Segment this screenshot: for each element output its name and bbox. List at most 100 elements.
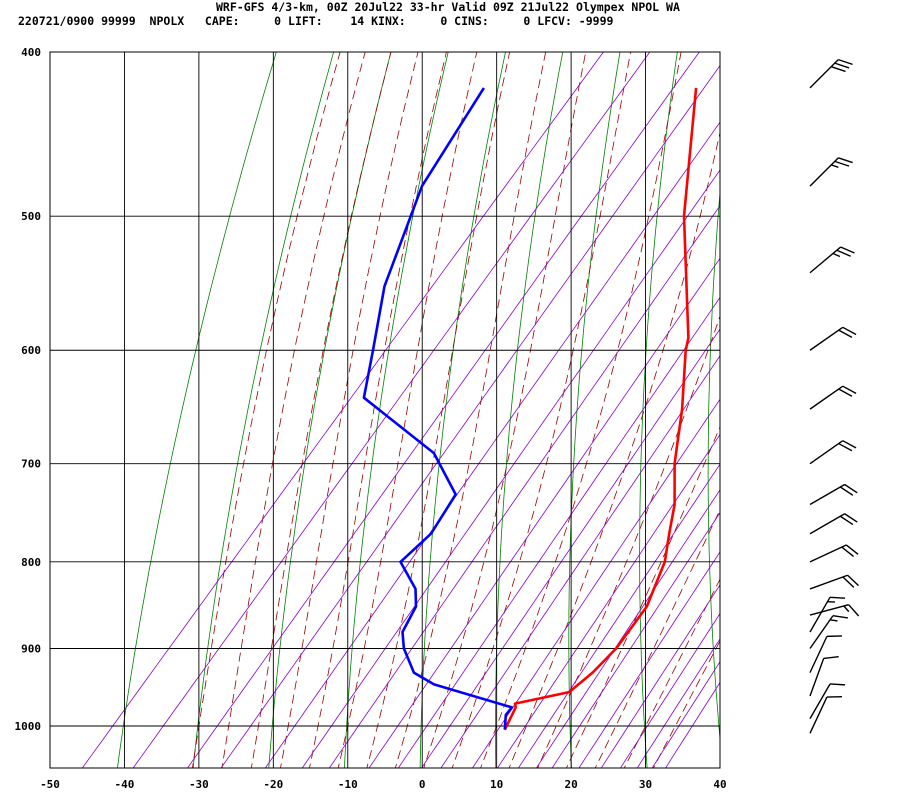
wind-barb-shaft: [809, 574, 848, 590]
chart-subtitle: 220721/0900 99999 NPOLX CAPE: 0 LIFT: 14…: [18, 14, 614, 28]
wind-barb-feather: [838, 157, 853, 164]
isobar-lines: [50, 51, 720, 727]
background-lines: [81, 0, 877, 783]
sounding-series-line: [362, 87, 514, 730]
wind-barb-shaft: [809, 636, 828, 673]
mixing-ratio-line: [600, 584, 720, 768]
wind-barb-shaft: [809, 246, 842, 274]
mixing-ratio-line: [535, 489, 720, 768]
wind-barb-feather: [847, 574, 860, 587]
wind-barb: [809, 440, 857, 465]
wind-barb-shaft: [809, 385, 844, 410]
moist-adiabat: [221, 52, 366, 768]
wind-barb-feather: [838, 442, 853, 452]
wind-barb: [809, 596, 846, 633]
wind-barb-feather: [829, 619, 838, 622]
plot-frame: [49, 51, 721, 769]
mixing-ratio-line: [301, 169, 720, 768]
wind-barb-shaft: [809, 604, 849, 616]
moist-adiabat: [451, 52, 632, 768]
x-tick-label: -20: [263, 778, 283, 791]
moist-adiabat: [423, 52, 587, 768]
wind-barb: [809, 615, 848, 649]
wind-barb: [809, 635, 843, 673]
y-tick-label: 800: [21, 556, 41, 569]
wind-barb-feather: [843, 605, 850, 613]
wind-barb-feather: [840, 246, 855, 254]
mixing-ratio-line: [220, 64, 720, 768]
mixing-ratio-line: [665, 681, 720, 768]
wind-barb-feather: [838, 388, 853, 397]
dry-adiabat: [344, 52, 449, 768]
sounding-series-line: [503, 87, 698, 731]
wind-barb-shaft: [809, 326, 844, 351]
moist-adiabat: [250, 52, 392, 768]
wind-barb-feather: [834, 160, 850, 167]
wind-barb-feather: [845, 544, 859, 555]
mixing-ratio-line: [132, 52, 651, 768]
wind-barb-feather: [842, 440, 857, 449]
wind-barb: [809, 326, 857, 351]
wind-barb: [809, 246, 855, 274]
mixing-ratio-line: [440, 355, 720, 768]
wind-barb-shaft: [809, 596, 831, 633]
x-tick-label: -10: [338, 778, 358, 791]
wind-barb-feather: [830, 164, 839, 168]
mixing-ratio-line: [397, 296, 720, 768]
moist-adiabat: [280, 52, 419, 768]
mixing-ratio-line: [517, 463, 720, 768]
wind-barb-shaft: [809, 513, 845, 535]
chart-title: WRF-GFS 4/3-km, 00Z 20Jul22 33-hr Valid …: [216, 0, 680, 14]
mixing-ratio-line: [187, 52, 700, 768]
wind-barb-feather: [844, 513, 858, 523]
wind-barb-shaft: [809, 683, 831, 719]
wind-barb: [809, 513, 858, 535]
mixing-ratio-line: [619, 612, 720, 768]
wind-barb: [809, 604, 860, 617]
dry-adiabat: [495, 52, 564, 768]
wind-barb-feather: [848, 604, 860, 617]
wind-barb: [809, 483, 858, 506]
mixing-ratio-line: [497, 433, 720, 768]
x-tick-labels: -50 -40 -30 -20 -10 0 10 20 30 40: [40, 778, 727, 791]
wind-barb-shaft: [809, 544, 847, 563]
wind-barb-shaft: [809, 59, 839, 89]
wind-barb-feather: [834, 62, 850, 69]
dry-adiabat: [839, 0, 877, 783]
wind-barb-feather: [838, 58, 853, 66]
wind-barb-feather: [832, 252, 841, 258]
wind-barb: [809, 655, 839, 697]
mixing-ratio-line: [421, 328, 720, 768]
wind-barb-feather: [839, 486, 854, 496]
x-tick-label: -40: [115, 778, 135, 791]
wind-barb: [809, 544, 859, 563]
wind-barb-feather: [839, 515, 854, 526]
wind-barb: [809, 695, 843, 734]
dry-adiabat: [117, 52, 277, 768]
moist-adiabat: [537, 315, 720, 768]
dry-adiabat: [192, 52, 335, 768]
x-tick-label: -50: [40, 778, 60, 791]
wind-barb-shaft: [809, 483, 845, 506]
moist-adiabat: [480, 52, 682, 768]
wind-barb-shaft: [809, 696, 828, 734]
y-tick-label: 900: [21, 642, 41, 655]
mixing-ratio-line: [368, 257, 720, 768]
wind-barb-feather: [842, 385, 857, 394]
wind-barb-feather: [832, 615, 848, 619]
y-tick-label: 600: [21, 344, 41, 357]
mixing-ratio-line: [578, 551, 720, 768]
x-tick-label: -30: [189, 778, 209, 791]
isotherm-lines: [50, 52, 720, 768]
wind-barb-feather: [836, 249, 851, 257]
dry-adiabat: [639, 52, 678, 768]
wind-barbs: [809, 58, 860, 734]
moist-adiabat: [652, 640, 720, 768]
wind-barb-feather: [830, 66, 846, 73]
y-tick-label: 400: [21, 46, 41, 59]
mixing-ratio-line: [651, 660, 720, 768]
wind-barb-feather: [841, 546, 854, 558]
wind-barb-feather: [838, 329, 853, 338]
moist-adiabat: [337, 52, 478, 768]
dry-adiabat: [707, 188, 720, 743]
